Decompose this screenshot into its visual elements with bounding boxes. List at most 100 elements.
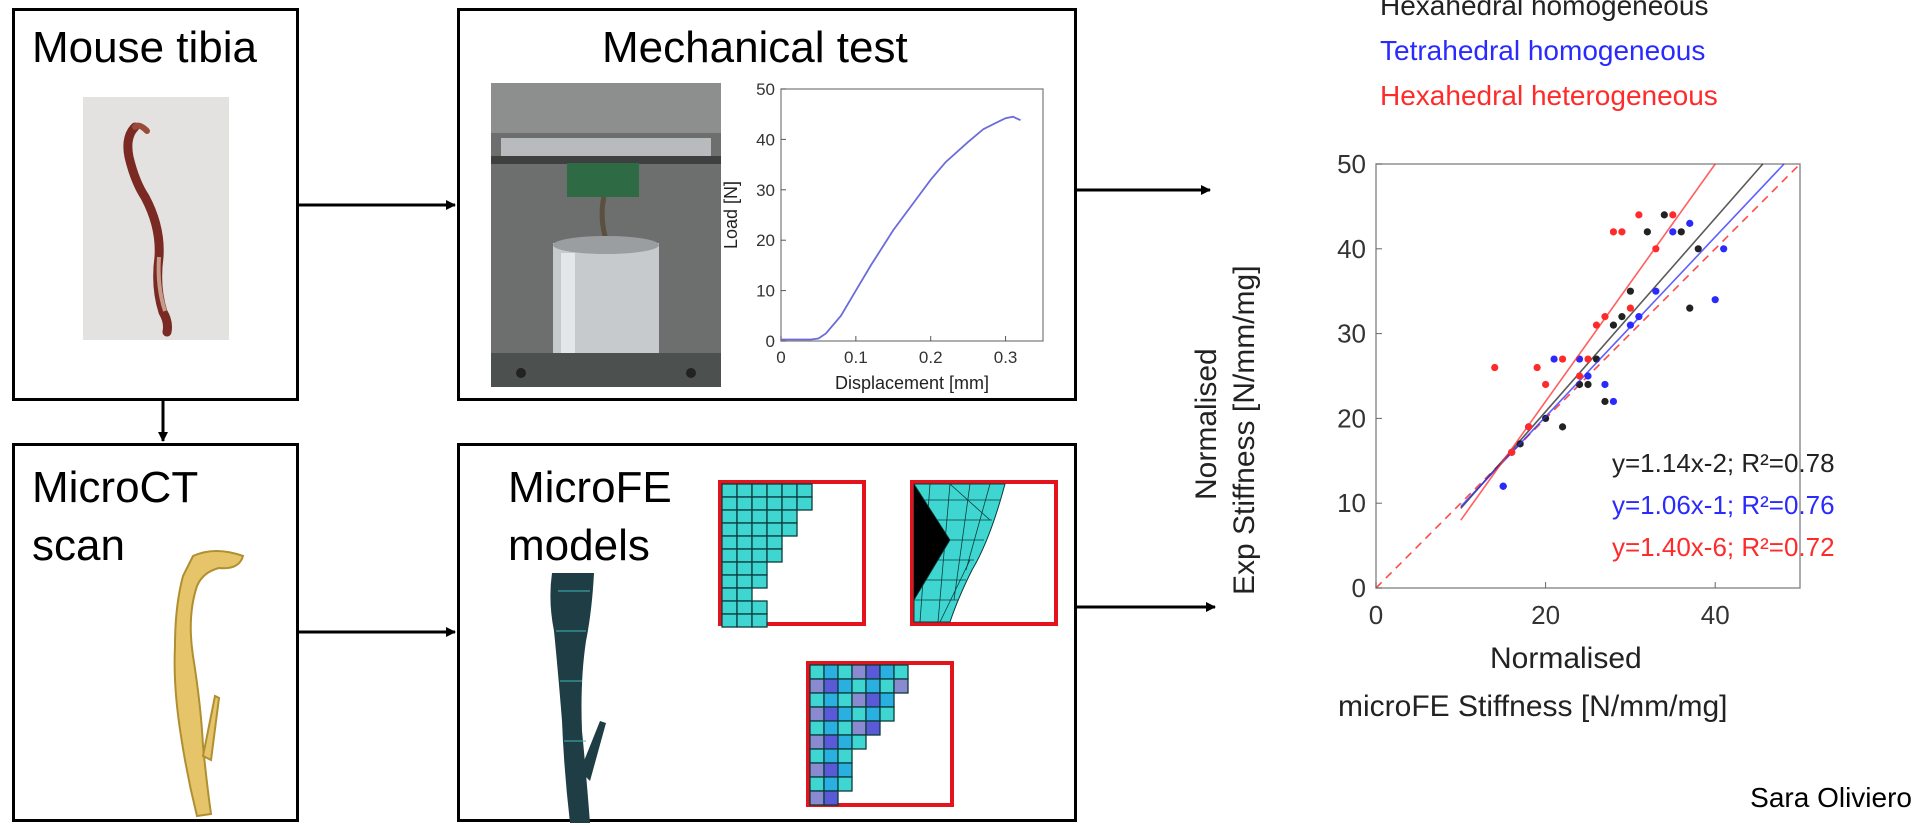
author-credit: Sara Oliviero — [1750, 782, 1912, 813]
data-point-series-3 — [1508, 448, 1516, 456]
equation-hexahedral-homogeneous: y=1.14x-2; R²=0.78 — [1612, 448, 1835, 478]
y-tick-label: 0 — [1352, 573, 1366, 603]
hex-mesh-cell — [751, 613, 768, 628]
data-point-series-1 — [1660, 211, 1668, 219]
hex-mesh-inset — [718, 480, 866, 628]
data-point-series-1 — [1686, 304, 1694, 312]
y-tick-label: 20 — [756, 231, 775, 250]
het-mesh-cell — [837, 776, 853, 792]
y-axis-label: Load [N] — [721, 181, 741, 249]
het-mesh-cell — [879, 706, 895, 722]
fit-line-3 — [1460, 163, 1716, 521]
y-tick-label: 10 — [756, 282, 775, 301]
data-point-series-3 — [1669, 211, 1677, 219]
het-mesh-cell — [823, 790, 839, 806]
legend-hexahedral-homogeneous: Hexahedral homogeneous — [1380, 0, 1709, 21]
mouse-tibia-box: Mouse tibia — [12, 8, 299, 401]
data-point-series-3 — [1491, 363, 1499, 372]
data-point-series-3 — [1584, 355, 1592, 363]
data-point-series-3 — [1652, 245, 1660, 253]
x-axis-label-line1: Normalised — [1490, 642, 1642, 675]
load-displacement-chart: 0 10 20 30 40 50 0 0.1 0.2 0.3 Displacement [mm] Lo… — [721, 80, 1044, 393]
plot-frame — [780, 88, 1044, 342]
y-tick-label: 50 — [1337, 149, 1366, 179]
x-axis-label-line2: microFE Stiffness [N/mm/mg] — [1338, 690, 1728, 723]
microct-title-line1: MicroCT — [32, 463, 199, 512]
data-point-series-2 — [1652, 287, 1660, 295]
y-tick-label: 50 — [756, 80, 775, 99]
data-point-series-3 — [1635, 211, 1643, 219]
data-point-series-3 — [1626, 304, 1634, 312]
load-curve — [781, 115, 1021, 341]
x-tick-label: 0 — [776, 348, 785, 367]
data-point-series-1 — [1643, 228, 1651, 236]
data-point-series-3 — [1618, 228, 1626, 236]
y-tick-label: 30 — [1337, 319, 1366, 349]
x-axis-label: Displacement [mm] — [835, 373, 989, 393]
x-tick-label: 0.3 — [994, 348, 1018, 367]
het-mesh-cell — [893, 678, 909, 694]
mechanical-test-box: Mechanical test 0 10 20 30 40 50 0 0.1 0.2 0.3 Dis… — [457, 8, 1077, 401]
data-point-series-2 — [1711, 296, 1719, 304]
hex-mesh-cell — [796, 496, 813, 511]
data-point-series-2 — [1601, 380, 1609, 389]
data-point-series-2 — [1626, 321, 1634, 329]
tibia-photo — [83, 97, 229, 340]
x-tick-label: 0.1 — [844, 348, 868, 367]
data-point-series-2 — [1584, 372, 1592, 380]
data-point-series-1 — [1609, 321, 1618, 329]
legend-hexahedral-heterogeneous: Hexahedral heterogeneous — [1380, 80, 1718, 111]
x-tick-label: 0 — [1369, 600, 1383, 630]
data-point-series-1 — [1542, 414, 1550, 422]
y-axis-label-line2: Exp Stiffness [N/mm/mg] — [1228, 265, 1261, 595]
heterogeneous-mesh-inset — [806, 661, 954, 807]
microfe-title-line1: MicroFE — [508, 463, 672, 512]
microct-box: MicroCT scan — [12, 443, 299, 822]
equation-tetrahedral-homogeneous: y=1.06x-1; R²=0.76 — [1612, 490, 1835, 520]
data-point-series-3 — [1609, 228, 1618, 236]
data-point-series-2 — [1609, 397, 1618, 406]
data-point-series-2 — [1669, 228, 1677, 236]
data-point-series-3 — [1601, 313, 1609, 321]
data-point-series-1 — [1558, 423, 1567, 431]
x-tick-label: 20 — [1531, 600, 1560, 630]
mechanical-test-title: Mechanical test — [602, 23, 908, 72]
stiffness-scatter-chart: 0 10 20 30 40 50 0 20 40 — [1337, 149, 1801, 630]
microfe-mesh-bone — [550, 573, 606, 823]
y-tick-label: 10 — [1337, 488, 1366, 518]
y-tick-label: 40 — [756, 130, 775, 149]
data-point-series-3 — [1592, 321, 1601, 329]
y-axis-label-line1: Normalised — [1190, 348, 1223, 500]
fit-line-2 — [1460, 163, 1785, 508]
x-tick-label: 0.2 — [919, 348, 943, 367]
y-tick-label: 20 — [1337, 403, 1366, 433]
data-point-series-2 — [1635, 313, 1643, 321]
data-point-series-1 — [1694, 245, 1702, 253]
legend-tetrahedral-homogeneous: Tetrahedral homogeneous — [1380, 35, 1706, 66]
data-point-series-3 — [1525, 423, 1533, 431]
microct-bone-render — [173, 550, 245, 818]
data-point-series-1 — [1618, 313, 1626, 321]
equation-hexahedral-heterogeneous: y=1.40x-6; R²=0.72 — [1612, 532, 1835, 562]
data-point-series-1 — [1677, 228, 1685, 236]
tet-mesh-inset — [910, 480, 1058, 626]
data-point-series-2 — [1550, 355, 1558, 363]
hex-mesh-cell — [781, 522, 798, 537]
data-point-series-3 — [1575, 372, 1584, 380]
het-mesh-cell — [865, 720, 881, 736]
y-tick-label: 30 — [756, 181, 775, 200]
hex-mesh-cell — [751, 574, 768, 589]
hex-mesh-cell — [766, 548, 783, 563]
data-point-series-2 — [1720, 245, 1728, 253]
test-rig-photo — [491, 83, 721, 387]
y-tick-label: 40 — [1337, 234, 1366, 264]
x-tick-label: 40 — [1701, 600, 1730, 630]
data-point-series-3 — [1558, 355, 1567, 363]
data-point-series-3 — [1533, 363, 1541, 372]
microct-title-line2: scan — [32, 521, 125, 570]
data-point-series-2 — [1686, 219, 1694, 227]
microfe-title-line2: models — [508, 521, 650, 570]
data-point-series-1 — [1584, 380, 1592, 389]
data-point-series-3 — [1542, 380, 1550, 389]
